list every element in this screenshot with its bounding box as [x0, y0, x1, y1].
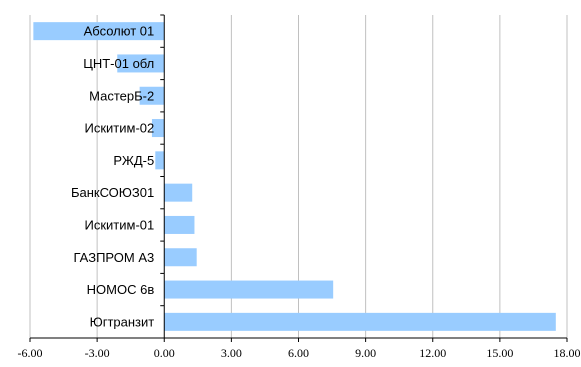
category-label: Югтранзит [90, 314, 155, 329]
bar [117, 54, 165, 73]
grid-lines [29, 15, 568, 338]
category-label: НОМОС 6в [87, 282, 155, 297]
x-tick-label: 15.00 [486, 346, 513, 360]
axes [29, 14, 568, 342]
category-label: Искитим-02 [85, 121, 155, 136]
bar-labels: Абсолют 01 ЦНТ-01 обл МастерБ-2 Искитим-02 Р… [71, 24, 154, 330]
bar [164, 215, 195, 234]
x-tick-label: 6.00 [288, 346, 309, 360]
x-tick-label: 0.00 [154, 346, 175, 360]
x-tick-label: -6.00 [18, 346, 43, 360]
category-label: РЖД-5 [113, 153, 154, 168]
x-tick-label: 12.00 [419, 346, 446, 360]
x-tick-label: -3.00 [85, 346, 110, 360]
bar [164, 312, 556, 331]
bar [33, 22, 165, 41]
category-label: Абсолют 01 [84, 24, 155, 39]
category-label: Искитим-01 [85, 217, 155, 232]
category-label: БанкСОЮЗ01 [71, 185, 154, 200]
bar [164, 183, 193, 202]
bar [155, 151, 165, 170]
category-label: МастерБ-2 [89, 88, 154, 103]
bar [164, 280, 334, 299]
category-label: ГАЗПРОМ А3 [74, 250, 155, 265]
x-tick-labels: -6.00 -3.00 0.00 3.00 6.00 9.00 12.00 15.00 18.0… [18, 346, 581, 360]
x-tick-label: 3.00 [221, 346, 242, 360]
bars [33, 22, 556, 331]
bar [164, 248, 197, 267]
x-tick-label: 18.00 [554, 346, 581, 360]
x-tick-label: 9.00 [355, 346, 376, 360]
bar [139, 86, 165, 105]
bar [151, 119, 165, 138]
category-label: ЦНТ-01 обл [83, 56, 154, 71]
